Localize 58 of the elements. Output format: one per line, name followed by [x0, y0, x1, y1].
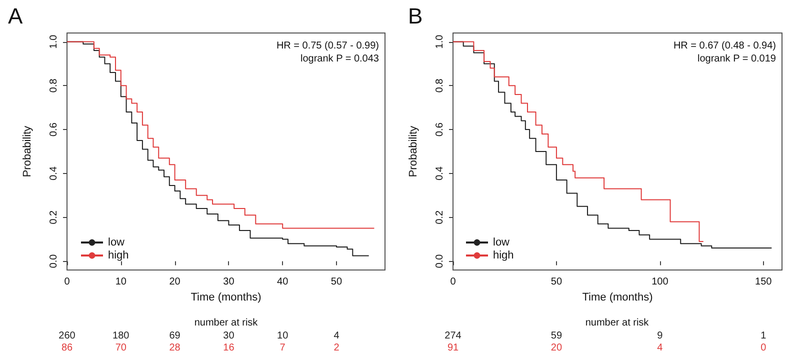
y-tick-label: 1.0: [434, 34, 446, 49]
text: 1: [760, 330, 767, 342]
text: 4: [657, 342, 664, 354]
y-tick-label: 0.0: [434, 254, 446, 268]
x-axis-title: Time (months): [582, 292, 653, 304]
x-tick-label: 0: [450, 276, 456, 288]
x-tick-label: 10: [115, 276, 127, 288]
legend-label: high: [108, 250, 129, 262]
text: 59: [550, 330, 562, 342]
y-tick-label: 0.4: [434, 166, 446, 180]
y-tick-label: 0.8: [434, 78, 446, 93]
chart-title: B: [408, 4, 423, 28]
y-tick-label: 0.2: [434, 210, 446, 224]
y-tick-label: 0.8: [48, 78, 60, 93]
text: 28: [169, 342, 181, 354]
text: 7: [280, 342, 286, 354]
text: 180: [112, 330, 130, 342]
text: 2: [334, 342, 340, 354]
x-tick-label: 50: [330, 276, 342, 288]
annotation: HR = 0.75 (0.57 - 0.99): [276, 40, 379, 52]
x-tick-label: 150: [755, 276, 772, 288]
text: 4: [334, 330, 340, 342]
text: 274: [444, 330, 462, 342]
text: 30: [223, 330, 235, 342]
x-tick-label: 30: [223, 276, 235, 288]
text: 16: [223, 342, 235, 354]
text: 69: [169, 330, 181, 342]
y-tick-label: 0.0: [48, 254, 60, 268]
x-tick-label: 20: [169, 276, 181, 288]
text: 0: [760, 342, 767, 354]
y-tick-label: 0.2: [48, 210, 60, 224]
text: 20: [550, 342, 562, 354]
text: 260: [58, 330, 76, 342]
y-axis-title: Probability: [22, 125, 34, 178]
y-axis-title: Probability: [408, 125, 420, 178]
x-tick-label: 40: [277, 276, 289, 288]
y-tick-label: 0.6: [48, 122, 60, 137]
text: 9: [657, 330, 664, 342]
legend-label: low: [108, 236, 125, 248]
annotation: HR = 0.67 (0.48 - 0.94): [673, 40, 776, 52]
text: 70: [115, 342, 127, 354]
text: number at risk: [585, 318, 650, 328]
text: 10: [277, 330, 289, 342]
annotation: logrank P = 0.043: [300, 54, 380, 64]
legend-label: high: [493, 250, 514, 262]
annotation: logrank P = 0.019: [698, 54, 776, 64]
legend-label: low: [493, 236, 510, 248]
x-tick-label: 50: [550, 276, 562, 288]
text: 91: [447, 342, 459, 354]
y-tick-label: 0.6: [434, 122, 446, 137]
y-tick-label: 0.4: [48, 166, 60, 180]
text: 86: [61, 342, 73, 354]
chart-title: A: [8, 4, 23, 28]
x-axis-title: Time (months): [190, 292, 262, 304]
x-tick-label: 0: [64, 276, 70, 288]
text: number at risk: [194, 318, 259, 328]
y-tick-label: 1.0: [48, 34, 60, 49]
x-tick-label: 100: [652, 276, 669, 288]
